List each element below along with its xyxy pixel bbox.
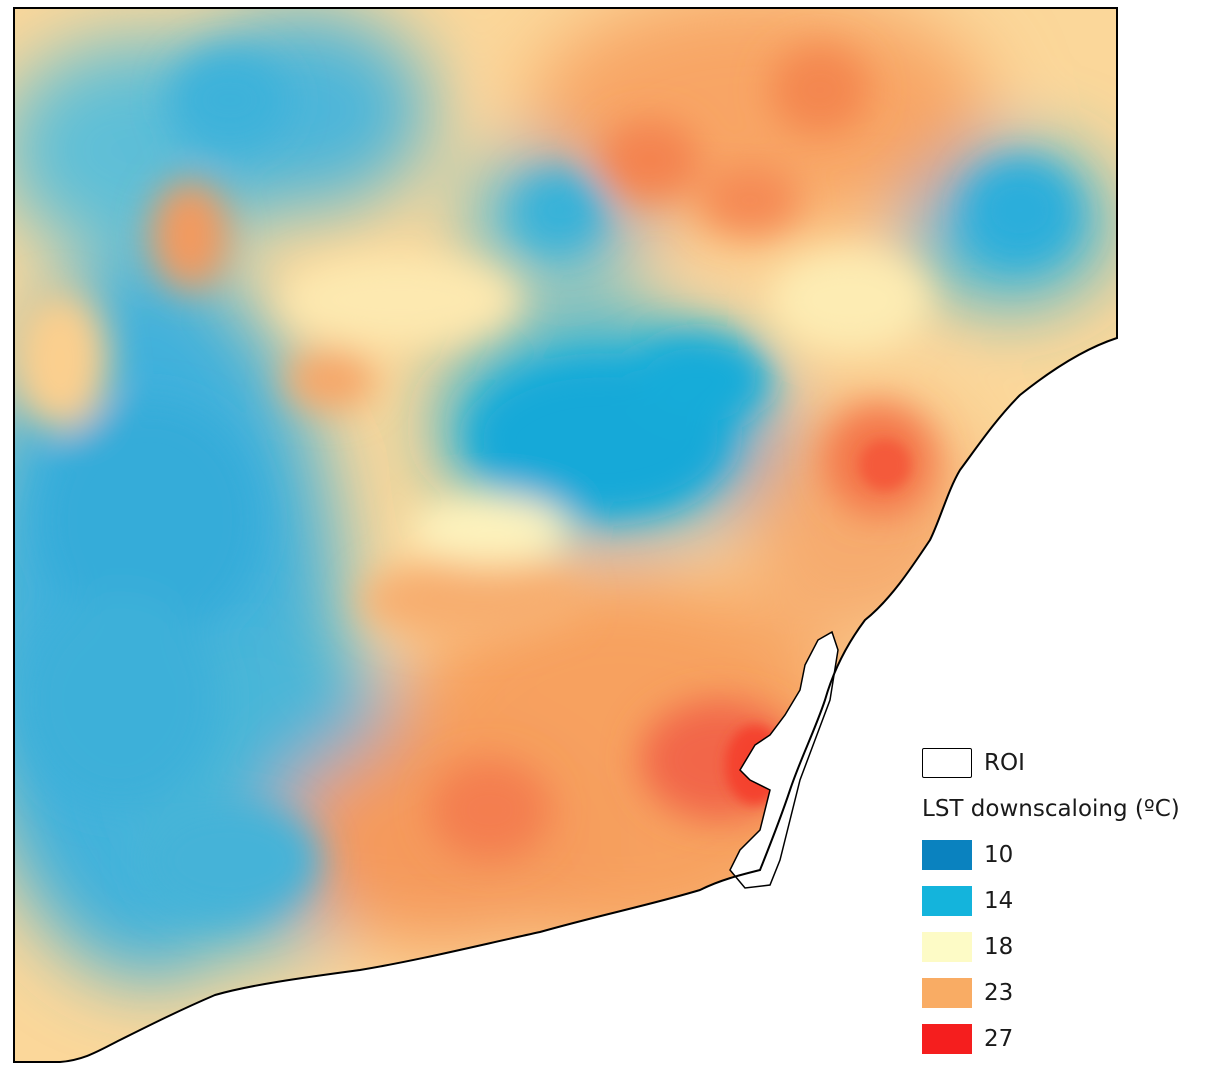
legend-class-row: 14 [922, 878, 1227, 924]
roi-boundary [13, 7, 1118, 1063]
legend-class-row: 27 [922, 1016, 1227, 1062]
legend-class-row: 18 [922, 924, 1227, 970]
legend-label-18: 18 [984, 934, 1014, 960]
legend-label-10: 10 [984, 842, 1014, 868]
legend-swatch-10 [922, 840, 972, 870]
roi-swatch [922, 748, 972, 778]
map-legend: ROI LST downscaloing (ºC) 10 14 18 23 27 [922, 740, 1227, 1062]
legend-label-14: 14 [984, 888, 1014, 914]
legend-class-row: 23 [922, 970, 1227, 1016]
legend-class-row: 10 [922, 832, 1227, 878]
legend-swatch-27 [922, 1024, 972, 1054]
port-area [729, 630, 839, 889]
legend-swatch-23 [922, 978, 972, 1008]
roi-label: ROI [984, 750, 1025, 776]
legend-swatch-14 [922, 886, 972, 916]
legend-label-23: 23 [984, 980, 1014, 1006]
legend-roi-row: ROI [922, 740, 1227, 786]
legend-swatch-18 [922, 932, 972, 962]
legend-title: LST downscaloing (ºC) [922, 796, 1180, 822]
legend-label-27: 27 [984, 1026, 1014, 1052]
